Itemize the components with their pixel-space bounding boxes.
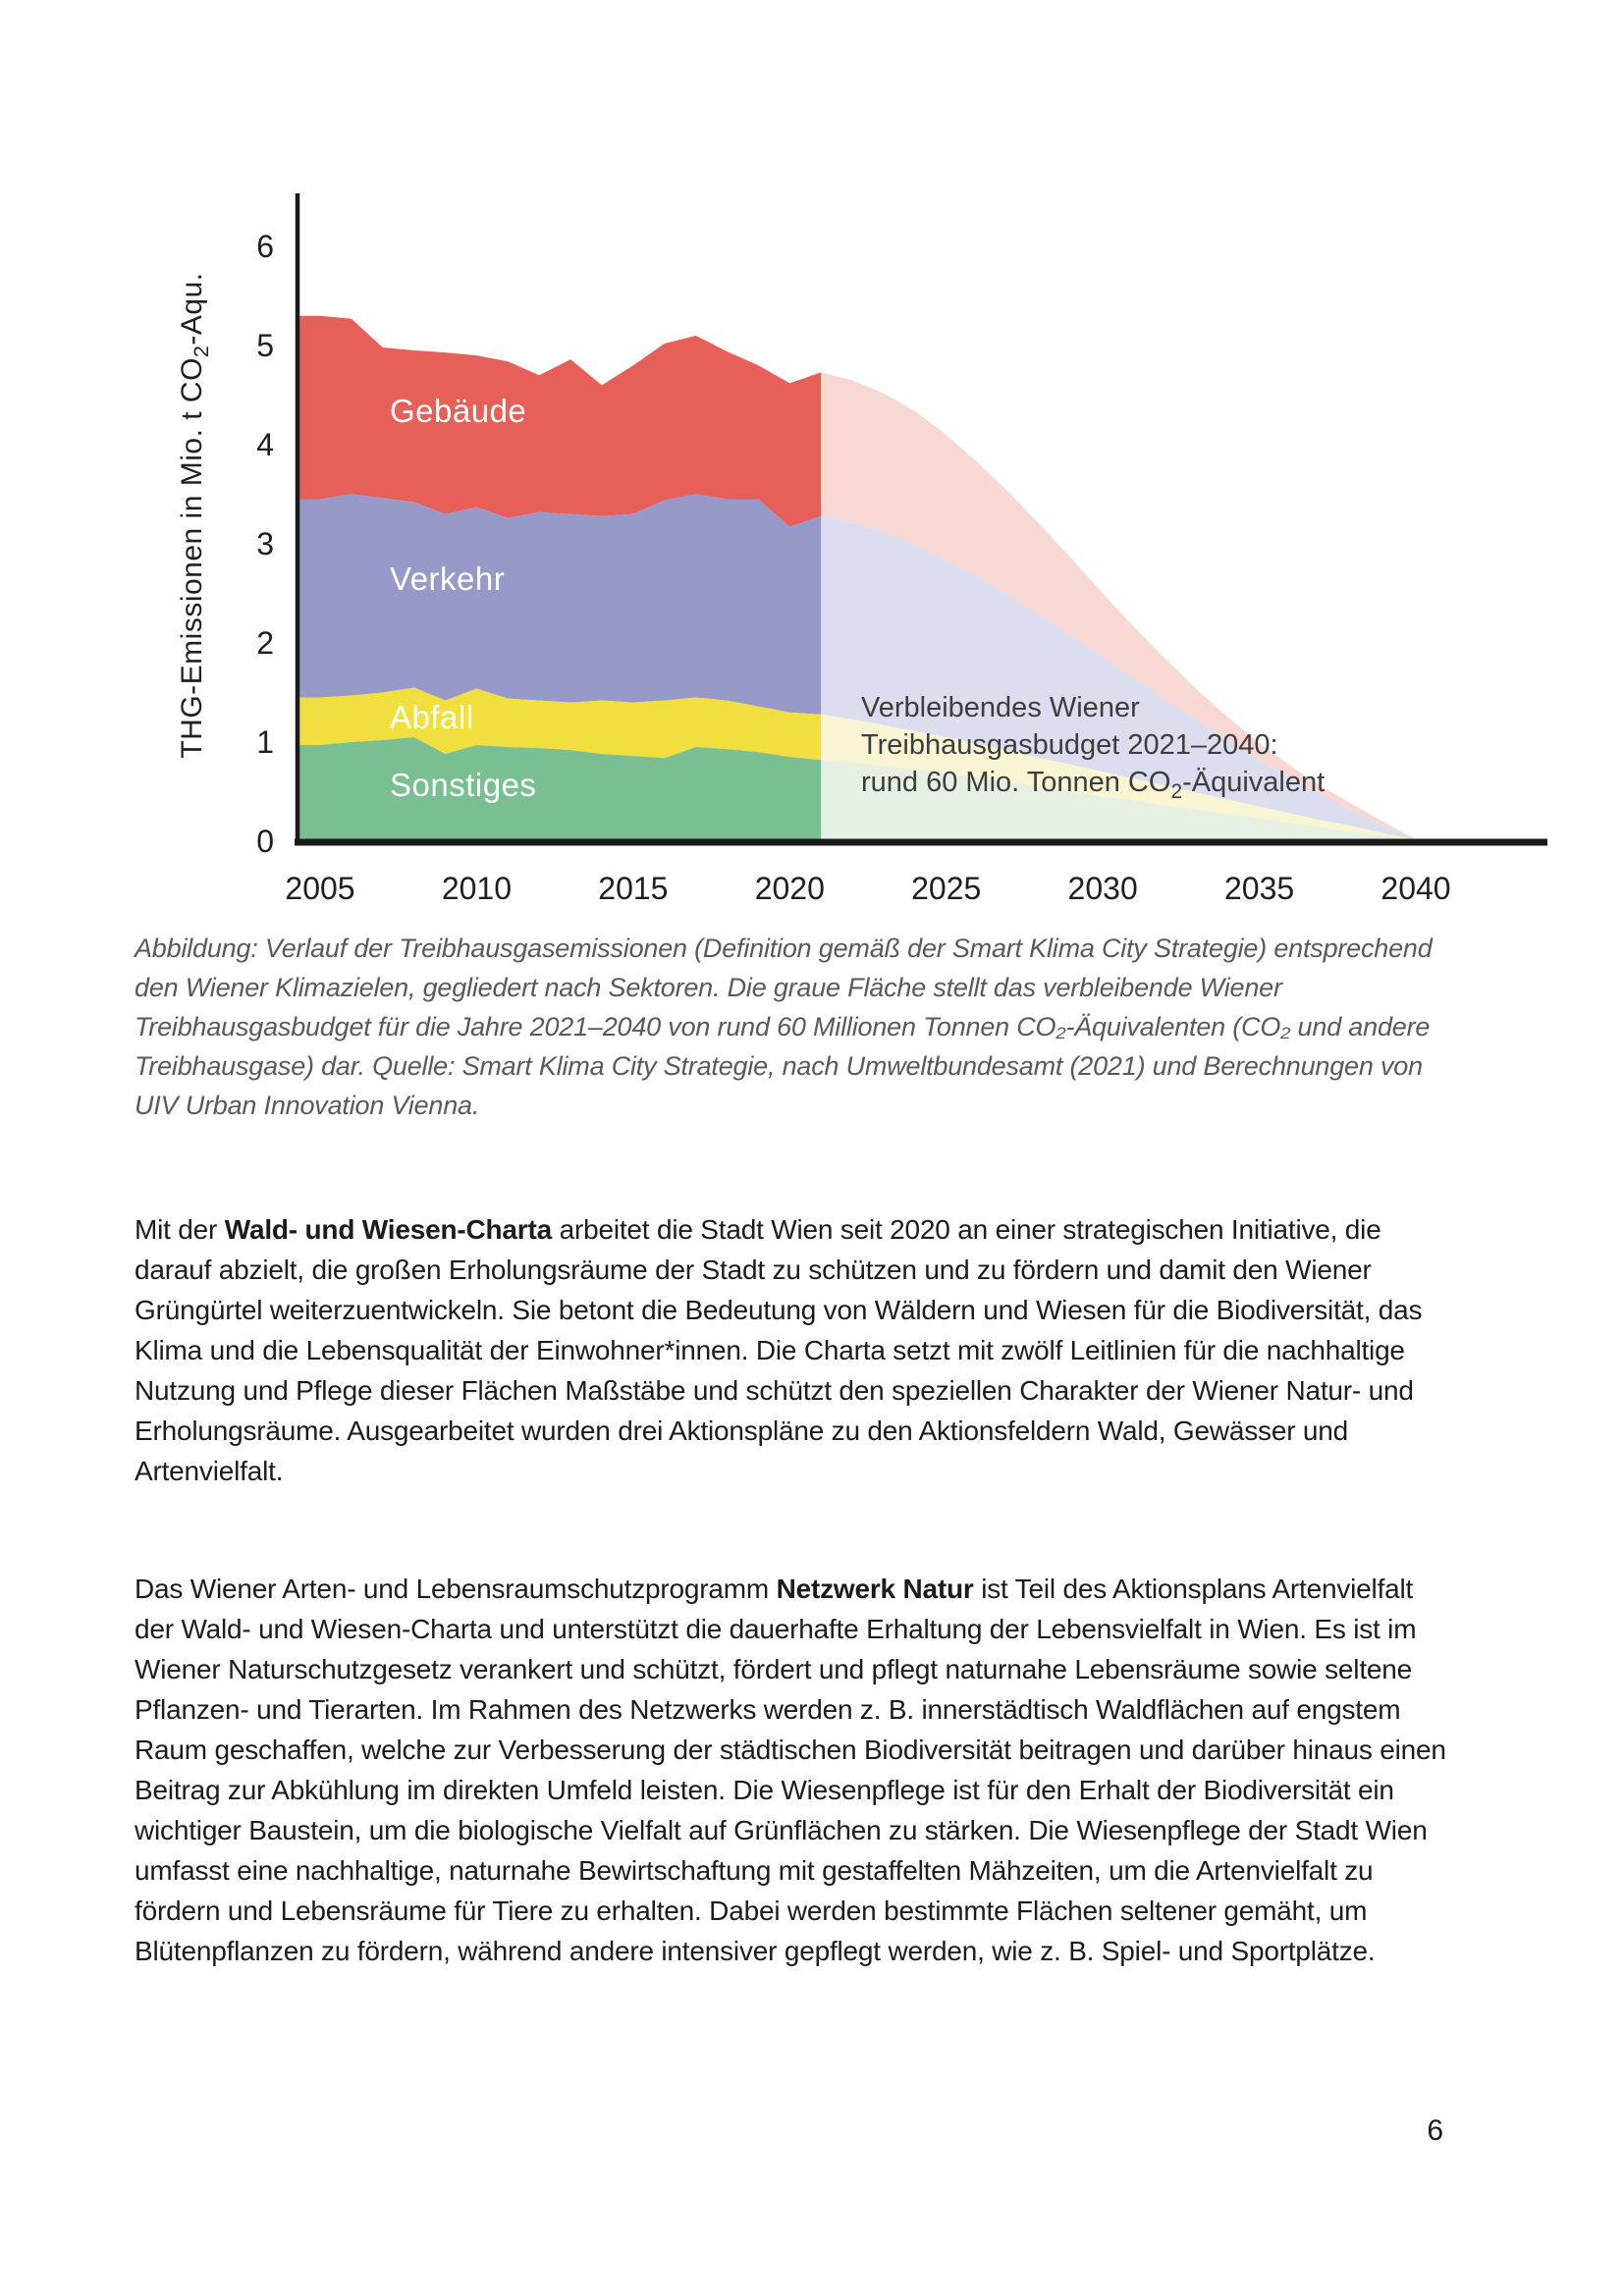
y-tick-label: 4 (256, 427, 274, 462)
budget-annotation-line: Verbleibendes Wiener (861, 692, 1140, 723)
y-tick-label: 6 (256, 229, 274, 264)
area-gebaeude (298, 315, 822, 527)
area-sonstiges (298, 737, 822, 841)
x-tick-label: 2010 (442, 871, 512, 906)
y-tick-label: 0 (256, 824, 274, 859)
x-tick-label: 2020 (755, 871, 825, 906)
budget-annotation-line: Treibhausgasbudget 2021–2040: (861, 729, 1278, 761)
area-abfall-projected (821, 714, 1416, 841)
figure-caption: Abbildung: Verlauf der Treibhausgasemiss… (135, 934, 1433, 1120)
area-abfall (298, 687, 822, 761)
area-gebaeude-projected (821, 372, 1416, 840)
emissions-area-chart: 0 1 2 3 4 5 6 2005 2010 2015 2020 2025 2030 2035 2040 T… (176, 193, 1547, 906)
series-label-verkehr: Verkehr (390, 561, 505, 597)
page-number: 6 (1427, 2114, 1443, 2147)
x-tick-label: 2005 (285, 871, 354, 906)
bold-term: Wald- und Wiesen-Charta (224, 1214, 552, 1245)
y-tick-label: 1 (256, 724, 274, 760)
x-tick-label: 2030 (1068, 871, 1138, 906)
budget-annotation-line: rund 60 Mio. Tonnen CO2-Äquivalent (861, 767, 1325, 803)
y-axis-title: THG-Emissionen in Mio. t CO2-Aqu. (176, 272, 213, 758)
area-sonstiges-projected (821, 760, 1416, 841)
text-segment: ist Teil des Aktionsplans Artenvielfalt … (135, 1574, 1446, 1966)
series-label-sonstiges: Sonstiges (390, 767, 536, 803)
y-tick-label: 2 (256, 625, 274, 661)
x-tick-label: 2025 (911, 871, 981, 906)
text-segment: Mit der (135, 1214, 225, 1245)
x-tick-label: 2035 (1224, 871, 1294, 906)
x-tick-label: 2040 (1380, 871, 1450, 906)
bold-term: Netzwerk Natur (776, 1574, 974, 1604)
y-tick-label: 5 (256, 328, 274, 363)
y-tick-label: 3 (256, 526, 274, 561)
text-segment: Das Wiener Arten- und Lebensraumschutzpr… (135, 1574, 777, 1604)
series-label-gebaeude: Gebäude (390, 393, 526, 429)
paragraph: Mit der Wald- und Wiesen-Charta arbeitet… (135, 1209, 1455, 1491)
area-verkehr-projected (821, 515, 1416, 840)
x-tick-label: 2015 (598, 871, 668, 906)
paragraph: Das Wiener Arten- und Lebensraumschutzpr… (135, 1569, 1455, 1971)
series-label-abfall: Abfall (390, 699, 474, 735)
text-segment: arbeitet die Stadt Wien seit 2020 an ein… (135, 1214, 1423, 1486)
area-verkehr (298, 494, 822, 715)
